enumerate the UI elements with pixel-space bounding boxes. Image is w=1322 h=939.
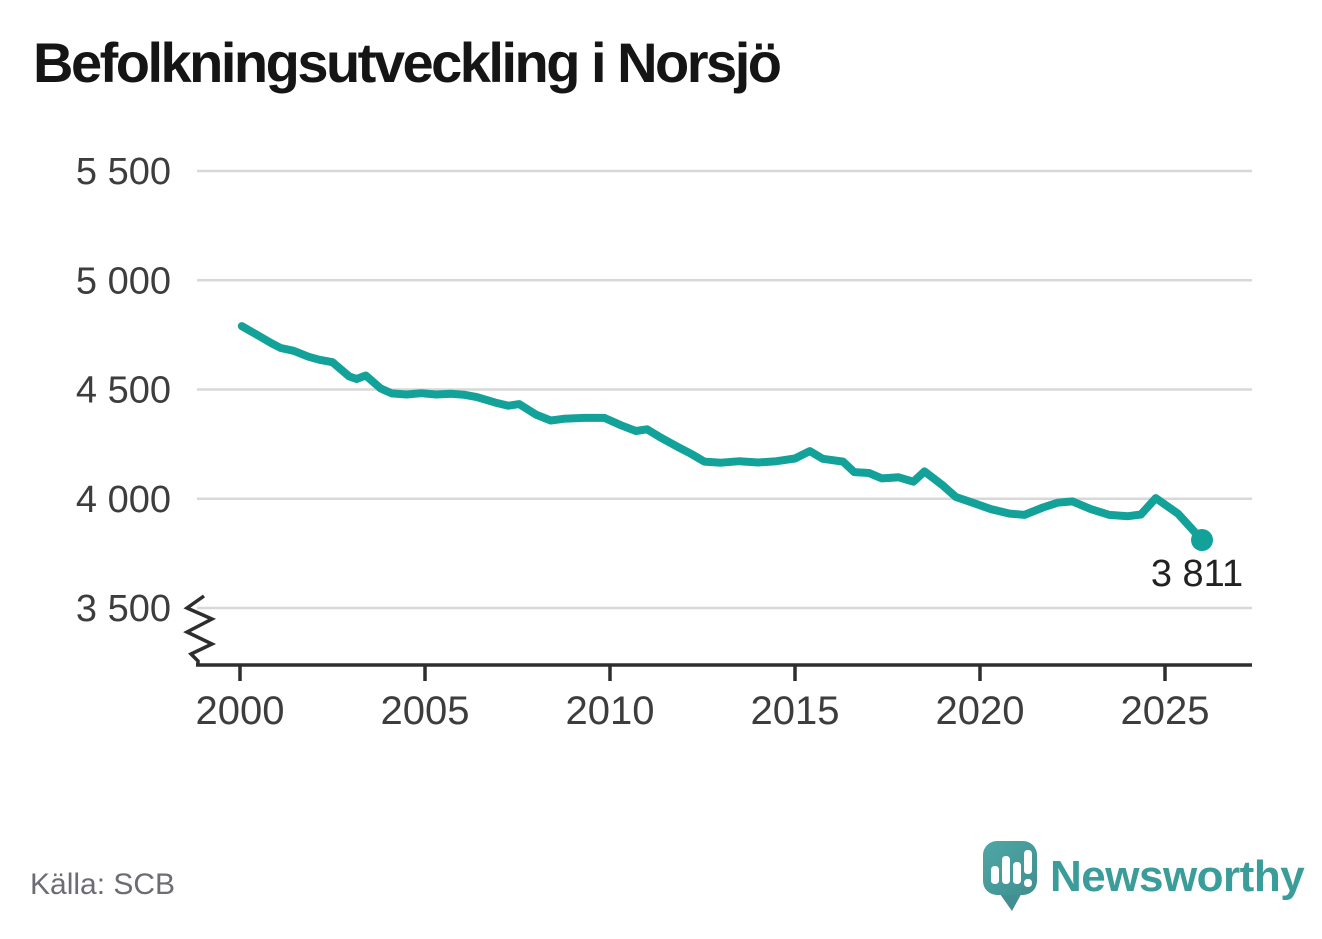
y-tick-label: 3 500	[76, 588, 171, 630]
exclamation-mark-icon	[1024, 850, 1032, 874]
x-tick-label: 2005	[381, 689, 470, 733]
exclamation-dot-icon	[1024, 879, 1032, 887]
newsworthy-logo: Newsworthy	[983, 841, 1305, 911]
x-tick-label: 2010	[566, 689, 655, 733]
source-label: Källa: SCB	[30, 868, 176, 901]
bar-icon-medium	[1013, 862, 1021, 884]
newsworthy-wordmark: Newsworthy	[1050, 852, 1305, 901]
x-tick-label: 2025	[1121, 689, 1210, 733]
bar-icon-tall	[1002, 856, 1010, 884]
y-tick-label: 4 500	[76, 370, 171, 412]
newsworthy-speech-bubble-barchart-icon	[983, 841, 1037, 911]
page-title: Befolkningsutveckling i Norsjö	[33, 31, 782, 94]
y-tick-label: 5 500	[76, 151, 171, 193]
bar-icon-small	[991, 866, 999, 884]
y-tick-label: 5 000	[76, 260, 171, 302]
last-point-marker	[1191, 529, 1213, 552]
x-tick-label: 2020	[936, 689, 1025, 733]
last-value-label: 3 811	[1151, 553, 1243, 595]
population-line	[237, 322, 1206, 544]
y-tick-label: 4 000	[76, 479, 171, 521]
y-axis-break-icon	[183, 594, 217, 666]
x-tick-label: 2000	[196, 689, 285, 733]
x-tick-label: 2015	[751, 689, 840, 733]
